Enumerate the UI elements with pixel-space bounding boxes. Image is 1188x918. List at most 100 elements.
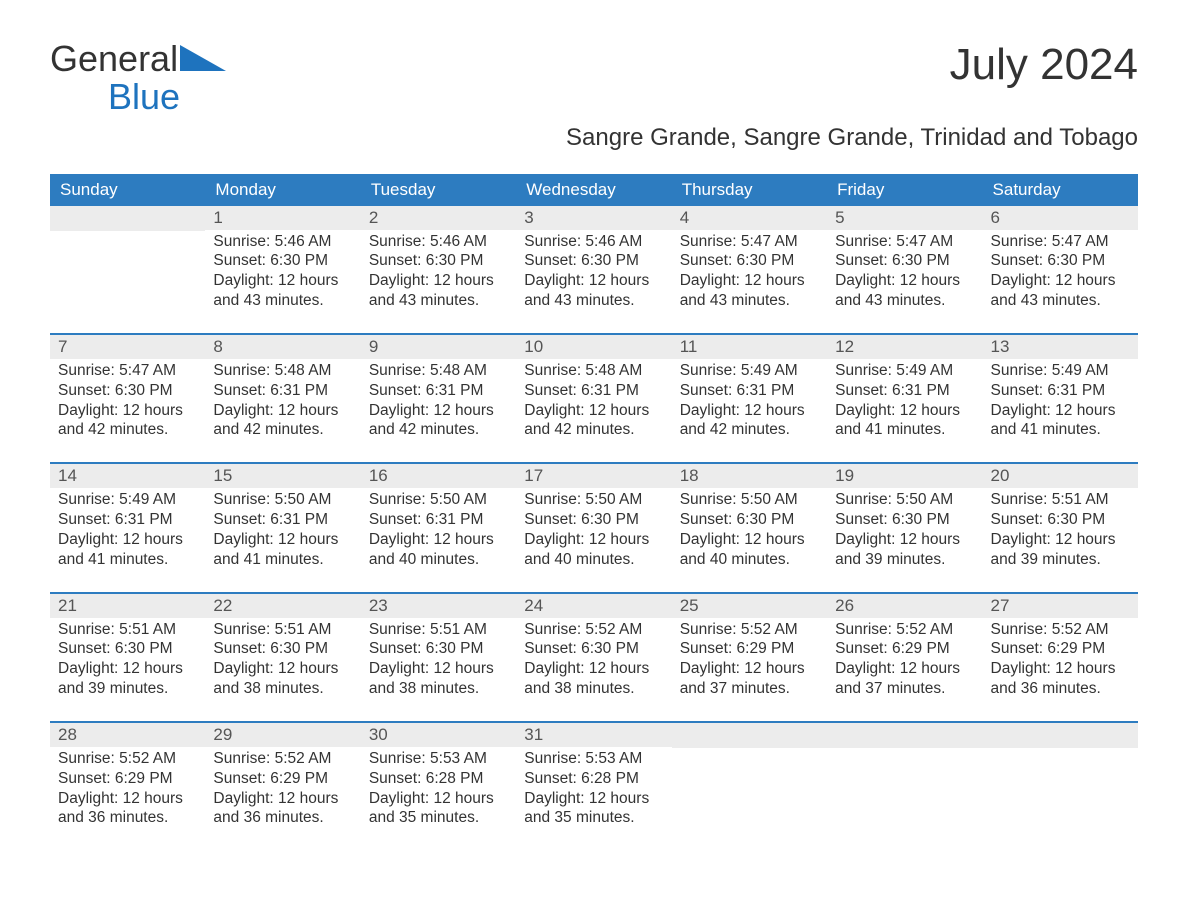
- calendar-day: 20Sunrise: 5:51 AMSunset: 6:30 PMDayligh…: [983, 464, 1138, 573]
- day-body: Sunrise: 5:46 AMSunset: 6:30 PMDaylight:…: [361, 230, 516, 315]
- day-body: Sunrise: 5:48 AMSunset: 6:31 PMDaylight:…: [205, 359, 360, 444]
- calendar-day: 17Sunrise: 5:50 AMSunset: 6:30 PMDayligh…: [516, 464, 671, 573]
- daylight-text: Daylight: 12 hours and 37 minutes.: [680, 659, 819, 699]
- daylight-text: Daylight: 12 hours and 43 minutes.: [213, 271, 352, 311]
- calendar-day: 10Sunrise: 5:48 AMSunset: 6:31 PMDayligh…: [516, 335, 671, 444]
- calendar-day: 9Sunrise: 5:48 AMSunset: 6:31 PMDaylight…: [361, 335, 516, 444]
- day-body: Sunrise: 5:50 AMSunset: 6:30 PMDaylight:…: [827, 488, 982, 573]
- day-body: Sunrise: 5:53 AMSunset: 6:28 PMDaylight:…: [361, 747, 516, 832]
- weekday-header: Sunday Monday Tuesday Wednesday Thursday…: [50, 174, 1138, 206]
- day-number: 7: [50, 335, 205, 359]
- sunset-text: Sunset: 6:31 PM: [680, 381, 819, 401]
- sunrise-text: Sunrise: 5:48 AM: [213, 361, 352, 381]
- day-body: Sunrise: 5:50 AMSunset: 6:30 PMDaylight:…: [672, 488, 827, 573]
- daylight-text: Daylight: 12 hours and 36 minutes.: [991, 659, 1130, 699]
- sunrise-text: Sunrise: 5:46 AM: [213, 232, 352, 252]
- day-number: 29: [205, 723, 360, 747]
- weekday-label: Thursday: [672, 174, 827, 206]
- day-number: 24: [516, 594, 671, 618]
- sunset-text: Sunset: 6:31 PM: [58, 510, 197, 530]
- sunset-text: Sunset: 6:28 PM: [524, 769, 663, 789]
- page-title: July 2024: [950, 40, 1138, 90]
- calendar-day: 15Sunrise: 5:50 AMSunset: 6:31 PMDayligh…: [205, 464, 360, 573]
- sunrise-text: Sunrise: 5:52 AM: [835, 620, 974, 640]
- logo-flag-icon: [180, 45, 226, 71]
- day-number: 27: [983, 594, 1138, 618]
- sunrise-text: Sunrise: 5:52 AM: [58, 749, 197, 769]
- sunset-text: Sunset: 6:30 PM: [524, 510, 663, 530]
- sunrise-text: Sunrise: 5:47 AM: [680, 232, 819, 252]
- daylight-text: Daylight: 12 hours and 40 minutes.: [369, 530, 508, 570]
- day-body: Sunrise: 5:52 AMSunset: 6:29 PMDaylight:…: [205, 747, 360, 832]
- calendar-day: 25Sunrise: 5:52 AMSunset: 6:29 PMDayligh…: [672, 594, 827, 703]
- sunrise-text: Sunrise: 5:52 AM: [680, 620, 819, 640]
- calendar-week: 14Sunrise: 5:49 AMSunset: 6:31 PMDayligh…: [50, 462, 1138, 573]
- weekday-label: Sunday: [50, 174, 205, 206]
- daylight-text: Daylight: 12 hours and 43 minutes.: [991, 271, 1130, 311]
- sunset-text: Sunset: 6:31 PM: [524, 381, 663, 401]
- sunset-text: Sunset: 6:29 PM: [991, 639, 1130, 659]
- day-number: [672, 723, 827, 748]
- daylight-text: Daylight: 12 hours and 39 minutes.: [835, 530, 974, 570]
- day-body: Sunrise: 5:52 AMSunset: 6:29 PMDaylight:…: [672, 618, 827, 703]
- weekday-label: Monday: [205, 174, 360, 206]
- sunset-text: Sunset: 6:30 PM: [680, 510, 819, 530]
- daylight-text: Daylight: 12 hours and 42 minutes.: [58, 401, 197, 441]
- logo-line2: Blue: [50, 76, 180, 117]
- day-number: 21: [50, 594, 205, 618]
- sunset-text: Sunset: 6:30 PM: [213, 251, 352, 271]
- sunrise-text: Sunrise: 5:50 AM: [680, 490, 819, 510]
- sunrise-text: Sunrise: 5:50 AM: [524, 490, 663, 510]
- calendar-day: 27Sunrise: 5:52 AMSunset: 6:29 PMDayligh…: [983, 594, 1138, 703]
- sunrise-text: Sunrise: 5:53 AM: [524, 749, 663, 769]
- sunrise-text: Sunrise: 5:47 AM: [991, 232, 1130, 252]
- header-row: General Blue July 2024: [50, 40, 1138, 116]
- day-body: Sunrise: 5:51 AMSunset: 6:30 PMDaylight:…: [983, 488, 1138, 573]
- daylight-text: Daylight: 12 hours and 43 minutes.: [835, 271, 974, 311]
- weeks-container: 1Sunrise: 5:46 AMSunset: 6:30 PMDaylight…: [50, 206, 1138, 833]
- day-body: Sunrise: 5:46 AMSunset: 6:30 PMDaylight:…: [516, 230, 671, 315]
- calendar-day: 14Sunrise: 5:49 AMSunset: 6:31 PMDayligh…: [50, 464, 205, 573]
- sunset-text: Sunset: 6:31 PM: [213, 381, 352, 401]
- sunrise-text: Sunrise: 5:49 AM: [991, 361, 1130, 381]
- day-number: 12: [827, 335, 982, 359]
- weekday-label: Tuesday: [361, 174, 516, 206]
- sunrise-text: Sunrise: 5:51 AM: [369, 620, 508, 640]
- sunset-text: Sunset: 6:30 PM: [835, 251, 974, 271]
- day-body: Sunrise: 5:48 AMSunset: 6:31 PMDaylight:…: [361, 359, 516, 444]
- sunset-text: Sunset: 6:29 PM: [835, 639, 974, 659]
- calendar-day: [672, 723, 827, 832]
- day-body: Sunrise: 5:47 AMSunset: 6:30 PMDaylight:…: [983, 230, 1138, 315]
- day-body: Sunrise: 5:49 AMSunset: 6:31 PMDaylight:…: [672, 359, 827, 444]
- calendar-day: 21Sunrise: 5:51 AMSunset: 6:30 PMDayligh…: [50, 594, 205, 703]
- sunrise-text: Sunrise: 5:51 AM: [991, 490, 1130, 510]
- calendar-day: 30Sunrise: 5:53 AMSunset: 6:28 PMDayligh…: [361, 723, 516, 832]
- weekday-label: Friday: [827, 174, 982, 206]
- sunrise-text: Sunrise: 5:49 AM: [835, 361, 974, 381]
- sunset-text: Sunset: 6:30 PM: [835, 510, 974, 530]
- calendar-day: 31Sunrise: 5:53 AMSunset: 6:28 PMDayligh…: [516, 723, 671, 832]
- daylight-text: Daylight: 12 hours and 39 minutes.: [991, 530, 1130, 570]
- sunset-text: Sunset: 6:28 PM: [369, 769, 508, 789]
- calendar-day: 24Sunrise: 5:52 AMSunset: 6:30 PMDayligh…: [516, 594, 671, 703]
- calendar-day: 23Sunrise: 5:51 AMSunset: 6:30 PMDayligh…: [361, 594, 516, 703]
- day-number: 11: [672, 335, 827, 359]
- sunrise-text: Sunrise: 5:52 AM: [991, 620, 1130, 640]
- calendar-day: 28Sunrise: 5:52 AMSunset: 6:29 PMDayligh…: [50, 723, 205, 832]
- calendar-week: 1Sunrise: 5:46 AMSunset: 6:30 PMDaylight…: [50, 206, 1138, 315]
- day-number: 5: [827, 206, 982, 230]
- sunrise-text: Sunrise: 5:50 AM: [369, 490, 508, 510]
- day-number: 4: [672, 206, 827, 230]
- sunset-text: Sunset: 6:31 PM: [369, 381, 508, 401]
- calendar-day: 4Sunrise: 5:47 AMSunset: 6:30 PMDaylight…: [672, 206, 827, 315]
- day-number: 14: [50, 464, 205, 488]
- calendar-day: [50, 206, 205, 315]
- calendar-day: 29Sunrise: 5:52 AMSunset: 6:29 PMDayligh…: [205, 723, 360, 832]
- daylight-text: Daylight: 12 hours and 35 minutes.: [524, 789, 663, 829]
- day-number: 30: [361, 723, 516, 747]
- sunrise-text: Sunrise: 5:46 AM: [524, 232, 663, 252]
- sunset-text: Sunset: 6:29 PM: [58, 769, 197, 789]
- sunrise-text: Sunrise: 5:48 AM: [369, 361, 508, 381]
- day-number: 23: [361, 594, 516, 618]
- sunset-text: Sunset: 6:31 PM: [369, 510, 508, 530]
